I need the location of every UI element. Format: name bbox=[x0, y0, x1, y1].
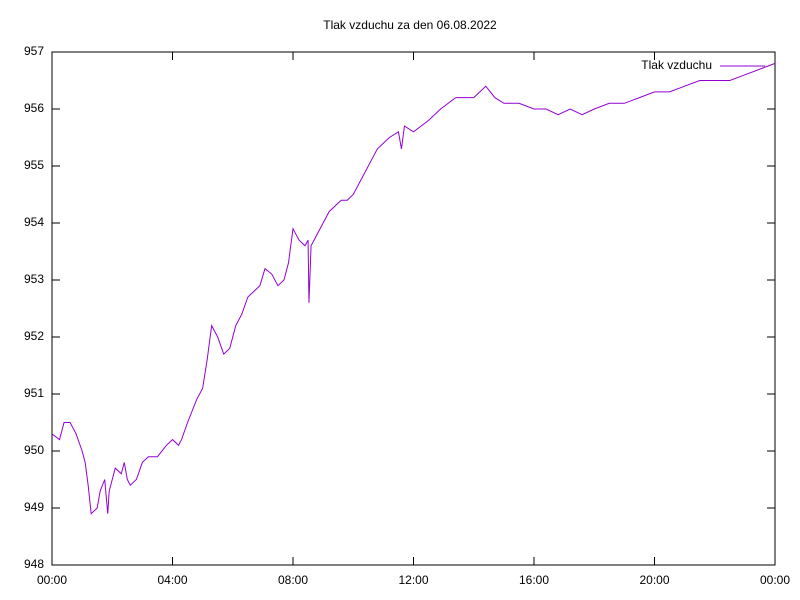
y-tick-label: 951 bbox=[24, 386, 44, 400]
x-tick-label: 12:00 bbox=[398, 573, 428, 587]
x-tick-label: 04:00 bbox=[157, 573, 187, 587]
y-tick-label: 949 bbox=[24, 500, 44, 514]
x-tick-label: 16:00 bbox=[519, 573, 549, 587]
y-tick-label: 952 bbox=[24, 329, 44, 343]
y-tick-label: 953 bbox=[24, 272, 44, 286]
legend-label: Tlak vzduchu bbox=[641, 58, 712, 72]
data-line bbox=[51, 62, 776, 515]
y-tick-label: 948 bbox=[24, 557, 44, 571]
y-tick-label: 957 bbox=[24, 44, 44, 58]
y-tick-label: 950 bbox=[24, 443, 44, 457]
plot-border bbox=[51, 51, 776, 566]
x-tick-label: 00:00 bbox=[760, 573, 790, 587]
y-tick-label: 956 bbox=[24, 101, 44, 115]
x-tick-label: 20:00 bbox=[639, 573, 669, 587]
chart-title: Tlak vzduchu za den 06.08.2022 bbox=[323, 18, 497, 32]
x-tick-label: 08:00 bbox=[278, 573, 308, 587]
x-tick-label: 00:00 bbox=[37, 573, 67, 587]
y-tick-label: 955 bbox=[24, 158, 44, 172]
y-tick-label: 954 bbox=[24, 215, 44, 229]
